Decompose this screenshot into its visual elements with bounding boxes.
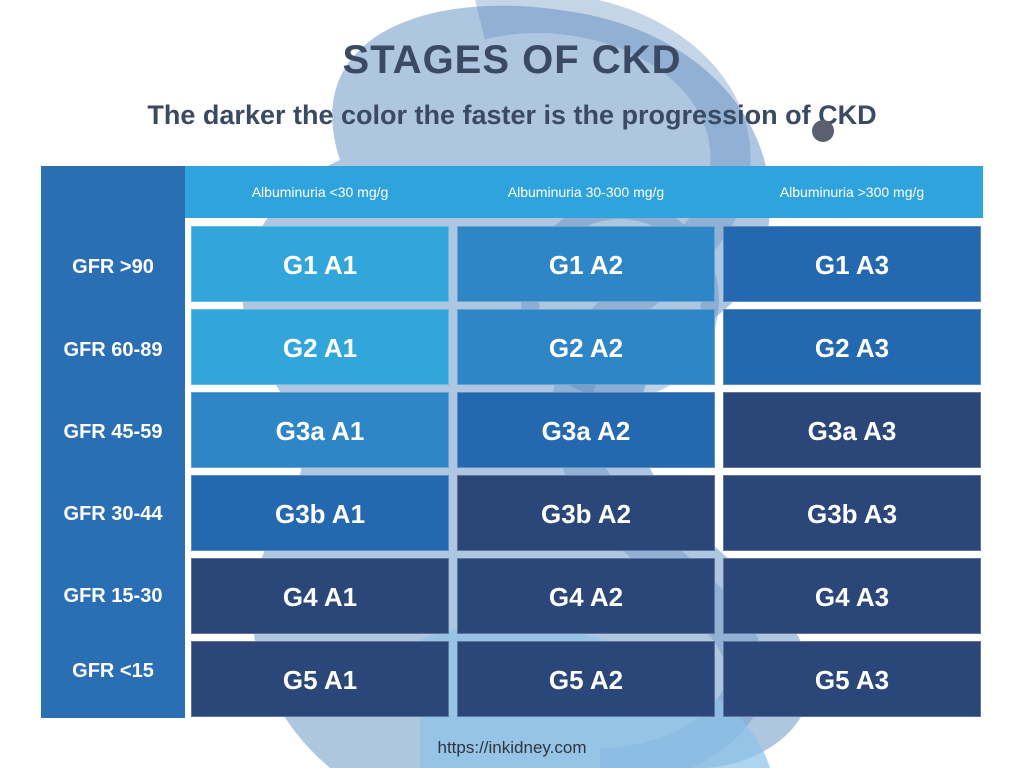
albuminuria-header-band — [185, 166, 983, 218]
stage-cell-g3b-a1: G3b A1 — [191, 475, 449, 551]
stage-cell-g1-a2: G1 A2 — [457, 226, 715, 302]
gfr-row-panel — [41, 166, 185, 718]
page-subtitle: The darker the color the faster is the p… — [147, 100, 877, 130]
stage-cell-g1-a3: G1 A3 — [723, 226, 981, 302]
stage-cell-g4-a2: G4 A2 — [457, 558, 715, 634]
stage-cell-g4-a1: G4 A1 — [191, 558, 449, 634]
stage-cell-g3a-a2: G3a A2 — [457, 392, 715, 468]
row-label-g5: GFR <15 — [72, 660, 154, 682]
stage-cell-g5-a3: G5 A3 — [723, 641, 981, 717]
stage-cell-g1-a1: G1 A1 — [191, 226, 449, 302]
decorative-dot — [812, 120, 834, 142]
page-title: STAGES OF CKD — [342, 38, 682, 82]
row-label-g4: GFR 15-30 — [63, 585, 163, 607]
row-label-g1: GFR >90 — [72, 256, 154, 278]
stage-cell-g5-a1: G5 A1 — [191, 641, 449, 717]
row-label-g3b: GFR 30-44 — [63, 503, 163, 525]
stage-cell-g3a-a1: G3a A1 — [191, 392, 449, 468]
stage-cell-g2-a1: G2 A1 — [191, 309, 449, 385]
row-label-g2: GFR 60-89 — [63, 339, 163, 361]
stage-cell-g3a-a3: G3a A3 — [723, 392, 981, 468]
stage-cell-g3b-a3: G3b A3 — [723, 475, 981, 551]
stage-cell-g4-a3: G4 A3 — [723, 558, 981, 634]
column-header-a2: Albuminuria 30-300 mg/g — [507, 184, 665, 200]
column-header-a1: Albuminuria <30 mg/g — [251, 184, 389, 200]
column-header-a3: Albuminuria >300 mg/g — [779, 184, 925, 200]
stage-cell-g5-a2: G5 A2 — [457, 641, 715, 717]
source-link[interactable]: https://inkidney.com — [437, 738, 587, 757]
stage-cell-g2-a3: G2 A3 — [723, 309, 981, 385]
row-label-g3a: GFR 45-59 — [63, 421, 163, 443]
stage-cell-g3b-a2: G3b A2 — [457, 475, 715, 551]
stage-cell-g2-a2: G2 A2 — [457, 309, 715, 385]
